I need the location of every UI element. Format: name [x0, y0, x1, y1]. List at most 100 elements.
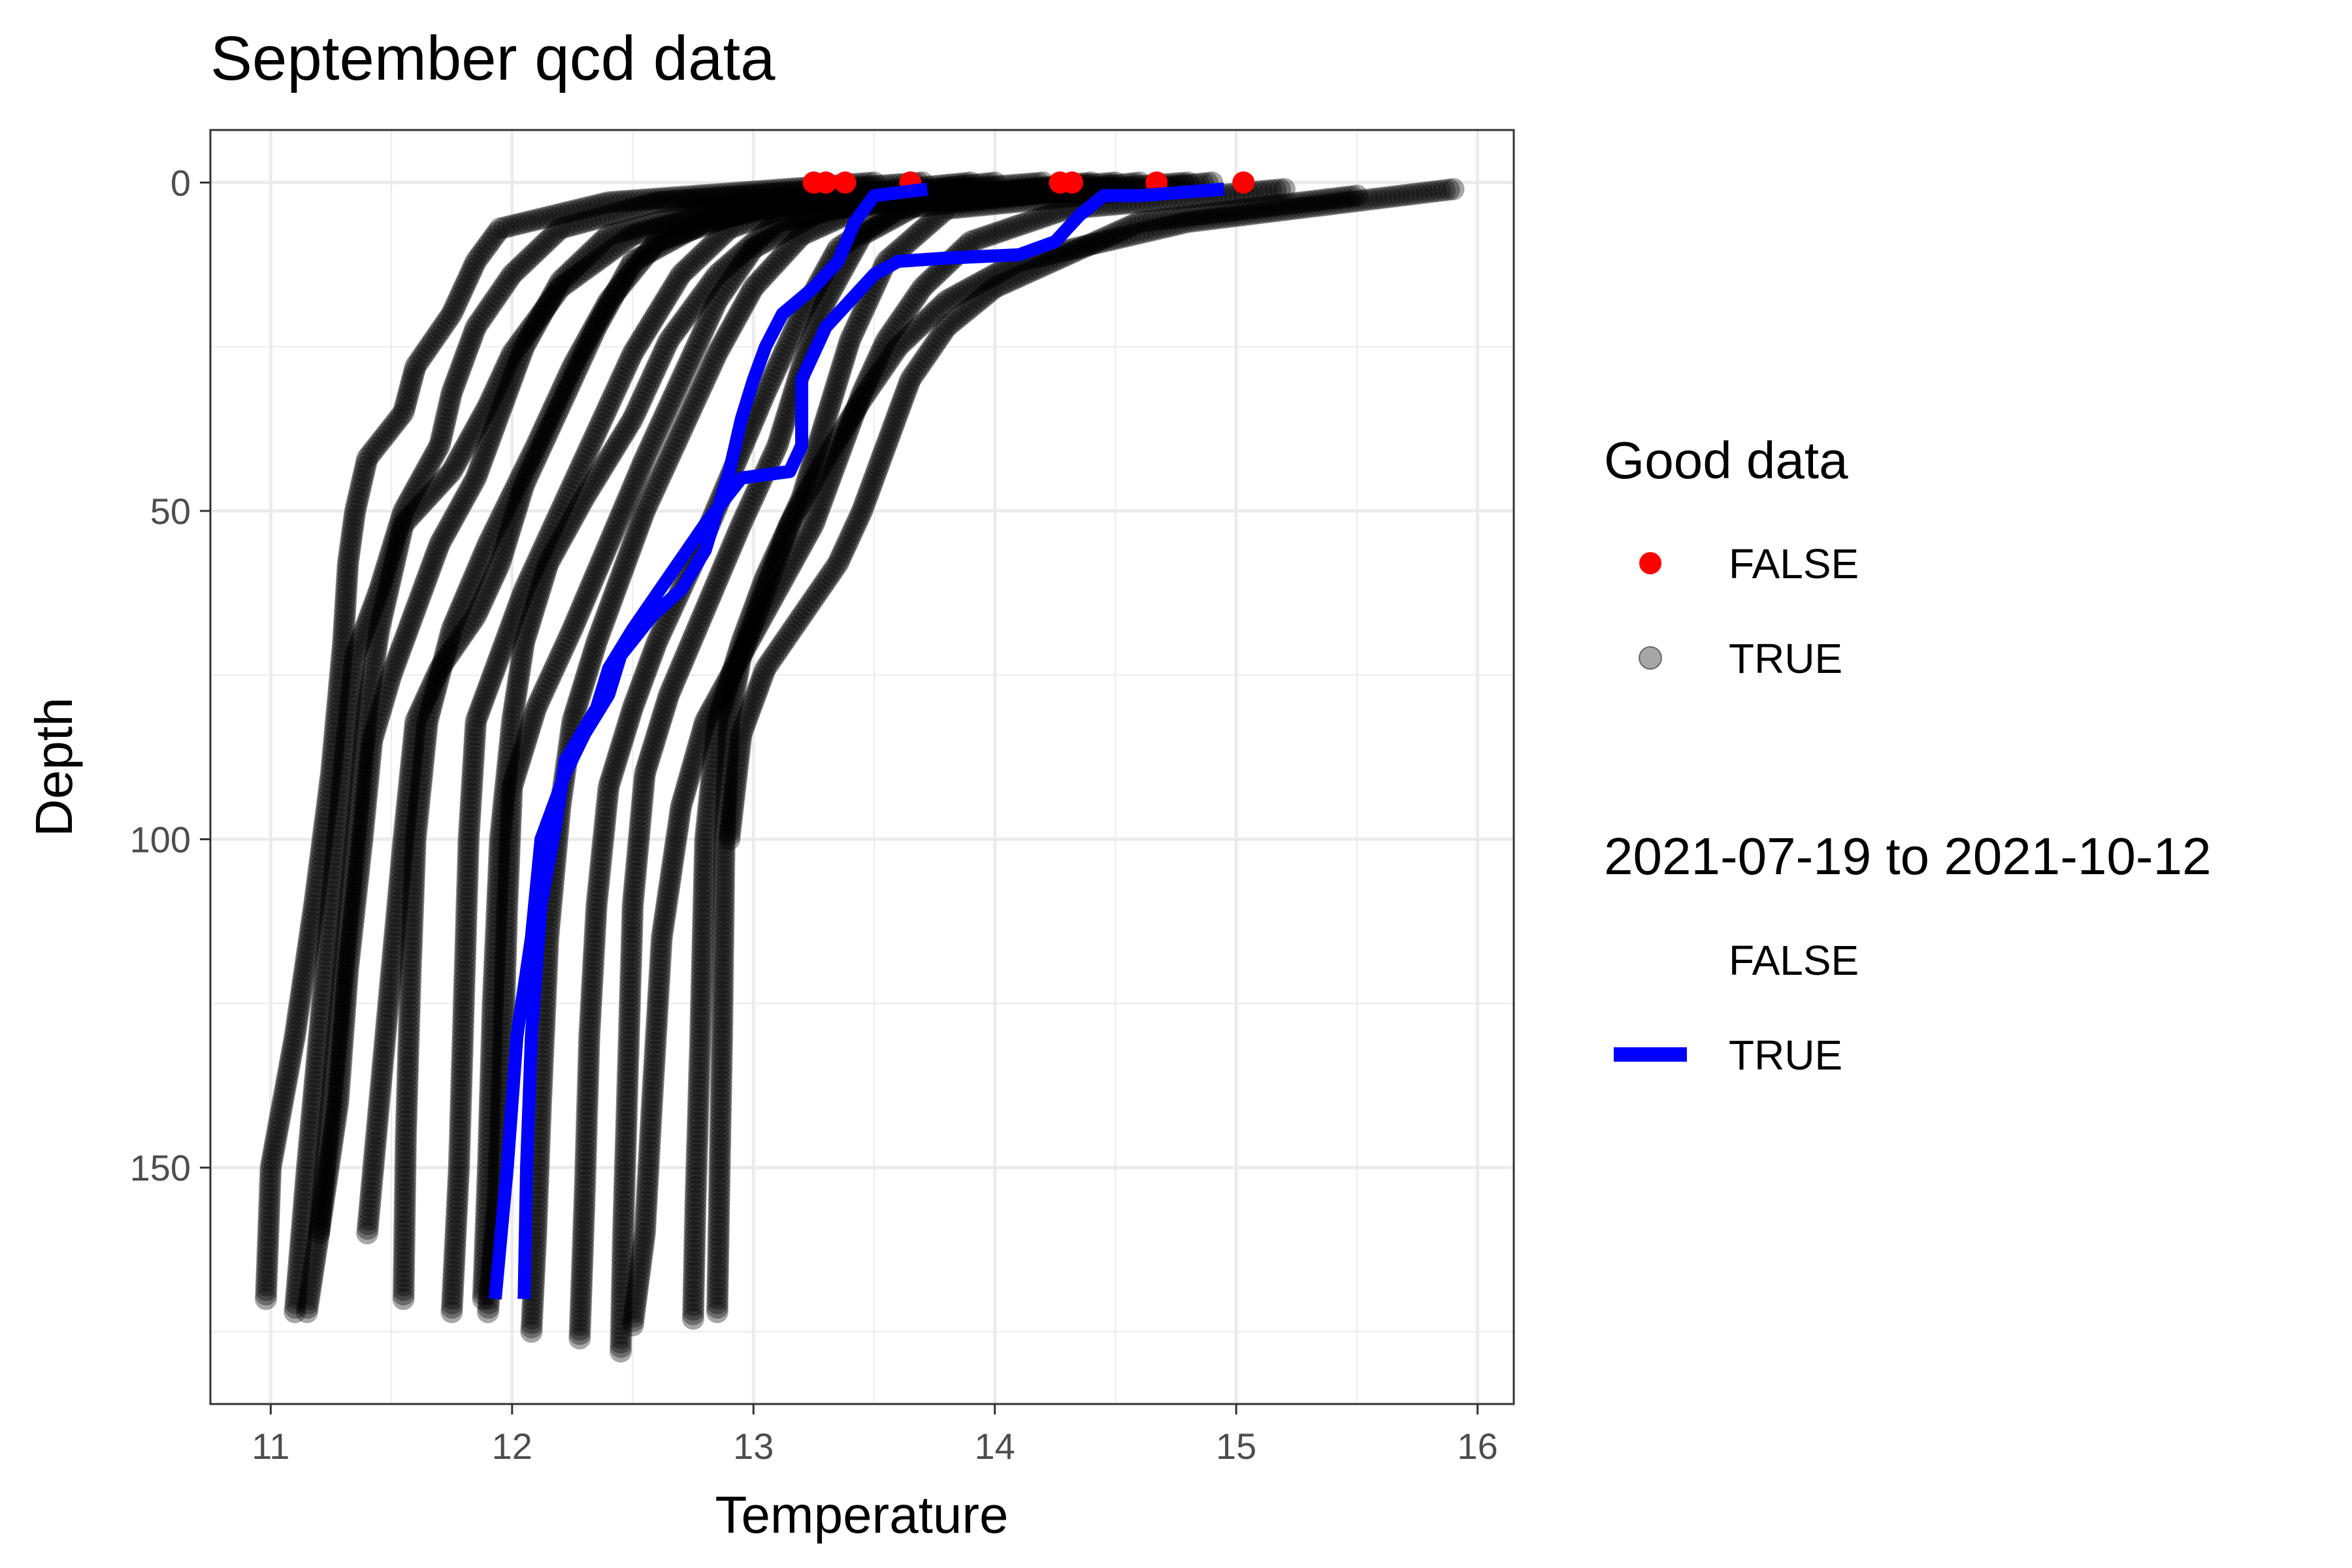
profile-point — [424, 442, 447, 465]
profile-point — [734, 193, 757, 216]
profile-point — [404, 355, 427, 378]
profile-point — [602, 223, 625, 245]
profile-point — [323, 726, 346, 749]
profile-point — [466, 463, 489, 485]
profile-point — [681, 1307, 704, 1330]
profile-point — [362, 595, 385, 617]
profile-point — [584, 208, 607, 231]
profile-point — [306, 871, 329, 894]
profile-point — [385, 651, 407, 674]
profile-point — [348, 851, 371, 874]
profile-point — [510, 344, 532, 367]
profile-point — [448, 286, 470, 309]
profile-point — [338, 539, 361, 562]
profile-point — [493, 274, 515, 297]
profile-point — [325, 835, 348, 857]
profile-point — [498, 376, 521, 399]
profile-point — [372, 690, 395, 713]
profile-point — [757, 191, 779, 214]
profile-point — [284, 1301, 306, 1324]
profile-point — [589, 206, 612, 229]
profile-point — [431, 425, 453, 448]
profile-point — [356, 774, 379, 797]
profile-point — [308, 857, 330, 880]
profile-point — [287, 1251, 310, 1274]
profile-point — [959, 171, 982, 194]
profile-point — [397, 619, 419, 642]
profile-point — [334, 591, 357, 614]
profile-point — [523, 208, 546, 231]
profile-point — [317, 925, 340, 948]
profile-point — [259, 1179, 282, 1201]
profile-point — [331, 636, 354, 658]
profile-point — [745, 184, 767, 206]
profile-point — [425, 325, 448, 348]
profile-point — [467, 246, 490, 269]
profile-point — [416, 457, 438, 480]
profile-point — [332, 631, 355, 653]
profile-point — [307, 1034, 329, 1056]
profile-point — [737, 180, 760, 203]
profile-point — [392, 500, 415, 522]
profile-point — [255, 1265, 278, 1288]
profile-point — [399, 376, 421, 399]
profile-point — [351, 469, 374, 492]
profile-point — [542, 223, 565, 246]
profile-point — [317, 921, 340, 943]
profile-point — [536, 206, 559, 229]
profile-point — [706, 1301, 728, 1324]
profile-point — [286, 1007, 309, 1030]
profile-point — [468, 459, 490, 482]
profile-point — [389, 508, 412, 531]
profile-point — [507, 351, 529, 374]
profile-point — [335, 570, 358, 593]
profile-point — [727, 185, 749, 208]
profile-point — [308, 1222, 331, 1245]
profile-point — [322, 866, 345, 889]
profile-point — [333, 622, 355, 645]
profile-point — [528, 308, 551, 331]
profile-point — [519, 324, 542, 346]
profile-point — [458, 478, 481, 501]
profile-point — [306, 1047, 329, 1070]
profile-point — [533, 233, 556, 255]
profile-point — [710, 182, 732, 205]
profile-point — [285, 1282, 308, 1305]
profile-point — [505, 356, 528, 379]
profile-point — [463, 319, 486, 342]
profile-point — [758, 182, 781, 205]
profile-point — [581, 239, 604, 262]
profile-point — [388, 512, 411, 534]
profile-point — [358, 756, 381, 779]
profile-point — [387, 643, 410, 666]
profile-point — [384, 525, 407, 547]
profile-point — [354, 456, 377, 478]
profile-point — [436, 399, 459, 421]
profile-point — [308, 853, 331, 875]
profile-point — [353, 619, 376, 642]
profile-point — [591, 230, 613, 253]
profile-point — [327, 685, 350, 708]
profile-point — [330, 785, 352, 808]
profile-point — [451, 490, 474, 513]
profile-point — [310, 998, 333, 1021]
profile-point — [318, 911, 341, 934]
profile-point — [297, 1138, 320, 1161]
profile-point — [255, 1279, 278, 1301]
profile-point — [318, 916, 340, 939]
profile-point — [580, 195, 602, 218]
profile-point — [324, 848, 347, 871]
profile-point — [467, 312, 490, 335]
profile-point — [357, 770, 380, 792]
profile-point — [776, 181, 799, 204]
profile-point — [342, 658, 365, 680]
profile-point — [434, 521, 457, 544]
profile-point — [749, 183, 772, 206]
profile-point — [360, 734, 383, 757]
profile-point — [323, 857, 346, 880]
profile-point — [326, 821, 349, 844]
profile-point — [656, 186, 679, 209]
profile-point — [386, 647, 409, 670]
profile-point — [659, 190, 682, 212]
profile-point — [474, 442, 497, 465]
